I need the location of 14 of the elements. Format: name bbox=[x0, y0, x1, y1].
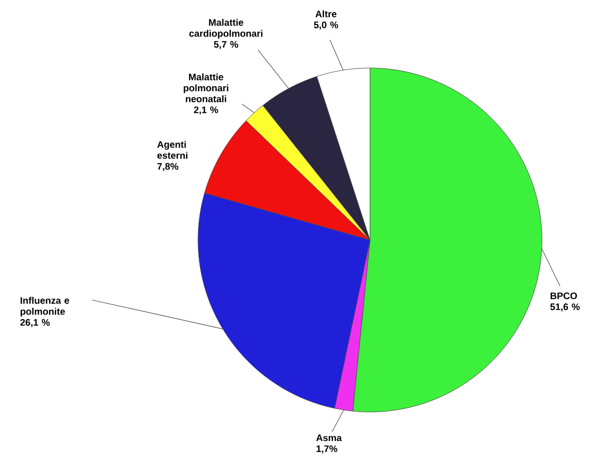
slice-label: Altre bbox=[315, 10, 336, 18]
slice-label: Influenza e polmonite bbox=[20, 296, 70, 317]
slice-label: Malattie cardiopolmonari bbox=[189, 18, 262, 39]
data-label: 2,1 % bbox=[194, 106, 218, 115]
data-label: 51,6 % bbox=[550, 303, 580, 312]
data-label: 1,7% bbox=[316, 445, 338, 454]
data-label: 26,1 % bbox=[20, 319, 50, 328]
data-label: 5,7 % bbox=[214, 41, 238, 50]
data-label: 7,8% bbox=[157, 163, 178, 172]
data-label: 5,0 % bbox=[314, 22, 338, 30]
slice-label: Malattie polmonari neonatali bbox=[184, 73, 228, 102]
slice-label: Agenti esterni bbox=[157, 140, 188, 159]
slice-label: Asma bbox=[316, 434, 342, 442]
slice-label: BPCO bbox=[550, 292, 577, 300]
